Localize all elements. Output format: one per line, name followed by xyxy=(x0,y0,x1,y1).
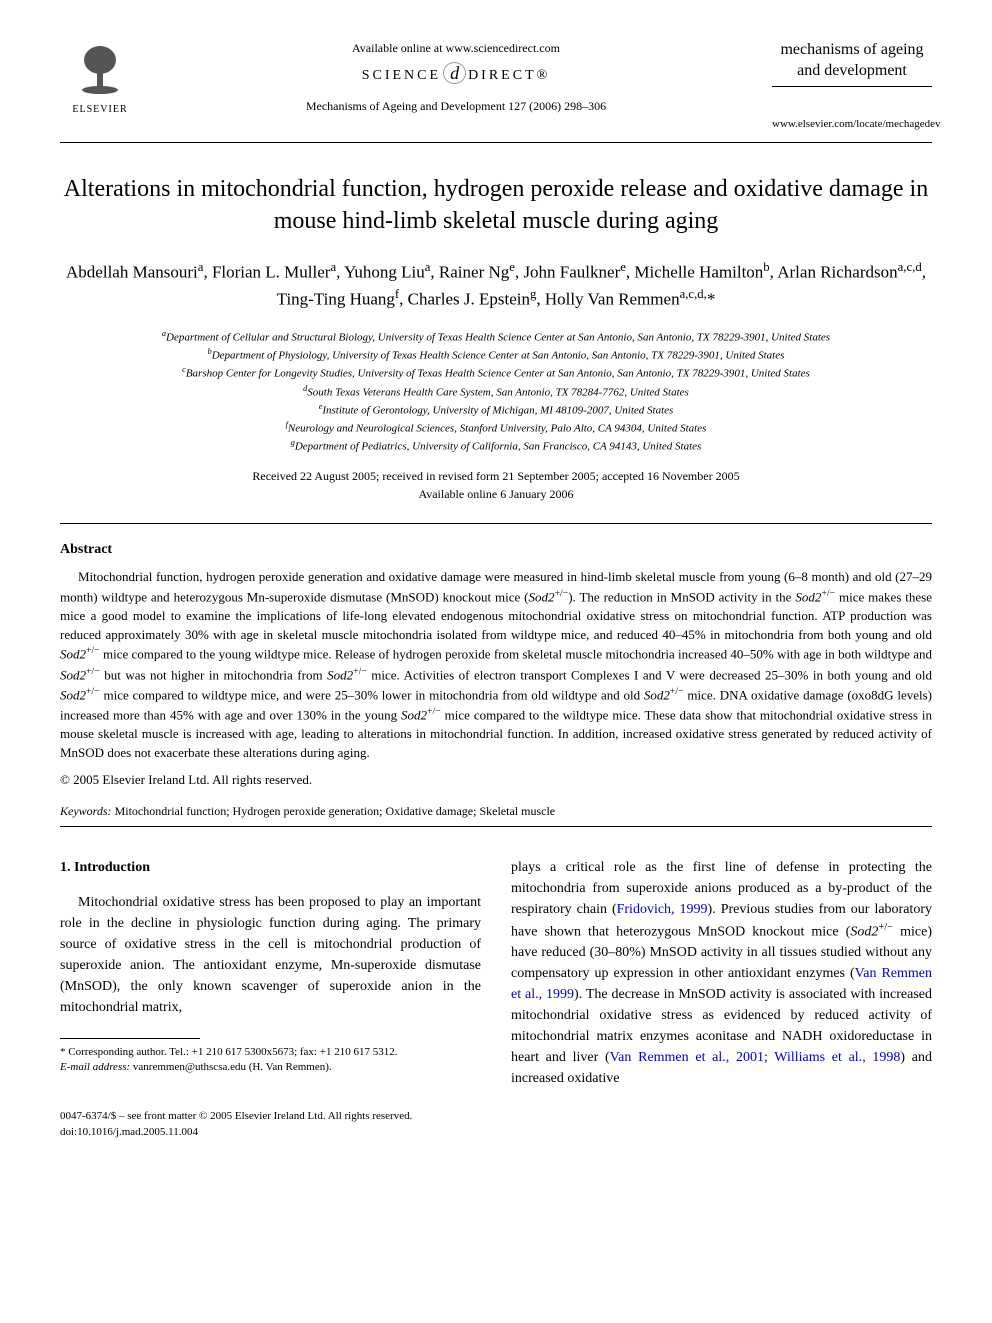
keywords-text: Mitochondrial function; Hydrogen peroxid… xyxy=(112,804,556,818)
corresponding-footnote: * Corresponding author. Tel.: +1 210 617… xyxy=(60,1045,481,1060)
footnote-rule xyxy=(60,1038,200,1039)
intro-para-2: plays a critical role as the first line … xyxy=(511,857,932,1090)
journal-name-line2: and development xyxy=(772,61,932,82)
abstract-text: Mitochondrial function, hydrogen peroxid… xyxy=(60,568,932,763)
body-columns: 1. Introduction Mitochondrial oxidative … xyxy=(60,857,932,1090)
dates-online: Available online 6 January 2006 xyxy=(60,485,932,503)
abstract-bottom-rule xyxy=(60,826,932,827)
keywords-label: Keywords: xyxy=(60,804,112,818)
page-header: ELSEVIER Available online at www.science… xyxy=(60,40,932,132)
affiliation-line: aDepartment of Cellular and Structural B… xyxy=(60,328,932,346)
affiliation-line: eInstitute of Gerontology, University of… xyxy=(60,401,932,419)
intro-para-1: Mitochondrial oxidative stress has been … xyxy=(60,892,481,1018)
elsevier-logo: ELSEVIER xyxy=(60,40,140,117)
footer-left: 0047-6374/$ – see front matter © 2005 El… xyxy=(60,1109,412,1140)
affiliation-line: cBarshop Center for Longevity Studies, U… xyxy=(60,364,932,382)
journal-rule xyxy=(772,86,932,87)
journal-url: www.elsevier.com/locate/mechagedev xyxy=(772,117,932,132)
abstract-top-rule xyxy=(60,523,932,524)
elsevier-tree-icon xyxy=(60,40,140,103)
article-dates: Received 22 August 2005; received in rev… xyxy=(60,467,932,503)
available-online-text: Available online at www.sciencedirect.co… xyxy=(140,40,772,57)
journal-logo-block: mechanisms of ageing and development www… xyxy=(772,40,932,132)
elsevier-name: ELSEVIER xyxy=(60,103,140,117)
page-footer: 0047-6374/$ – see front matter © 2005 El… xyxy=(60,1109,932,1140)
email-footnote: E-mail address: vanremmen@uthscsa.edu (H… xyxy=(60,1060,481,1075)
sd-at-icon: d xyxy=(443,62,466,84)
sd-right: DIRECT® xyxy=(468,68,550,83)
email-value: vanremmen@uthscsa.edu (H. Van Remmen). xyxy=(130,1061,331,1073)
affiliation-line: gDepartment of Pediatrics, University of… xyxy=(60,437,932,455)
affiliation-line: bDepartment of Physiology, University of… xyxy=(60,346,932,364)
footer-front-matter: 0047-6374/$ – see front matter © 2005 El… xyxy=(60,1109,412,1124)
science-direct-logo: SCIENCEdDIRECT® xyxy=(140,61,772,86)
keywords-line: Keywords: Mitochondrial function; Hydrog… xyxy=(60,803,932,820)
column-right: plays a critical role as the first line … xyxy=(511,857,932,1090)
journal-name-line1: mechanisms of ageing xyxy=(772,40,932,61)
dates-received: Received 22 August 2005; received in rev… xyxy=(60,467,932,485)
affiliations-block: aDepartment of Cellular and Structural B… xyxy=(60,328,932,455)
intro-heading: 1. Introduction xyxy=(60,857,481,878)
column-left: 1. Introduction Mitochondrial oxidative … xyxy=(60,857,481,1090)
affiliation-line: fNeurology and Neurological Sciences, St… xyxy=(60,419,932,437)
email-label: E-mail address: xyxy=(60,1061,130,1073)
authors-list: Abdellah Mansouria, Florian L. Mullera, … xyxy=(60,258,932,312)
footer-doi: doi:10.1016/j.mad.2005.11.004 xyxy=(60,1125,412,1140)
abstract-heading: Abstract xyxy=(60,540,932,560)
abstract-copyright: © 2005 Elsevier Ireland Ltd. All rights … xyxy=(60,771,932,789)
sd-left: SCIENCE xyxy=(362,68,441,83)
journal-citation: Mechanisms of Ageing and Development 127… xyxy=(140,98,772,115)
article-title: Alterations in mitochondrial function, h… xyxy=(60,173,932,238)
center-header: Available online at www.sciencedirect.co… xyxy=(140,40,772,115)
header-rule xyxy=(60,142,932,143)
affiliation-line: dSouth Texas Veterans Health Care System… xyxy=(60,383,932,401)
